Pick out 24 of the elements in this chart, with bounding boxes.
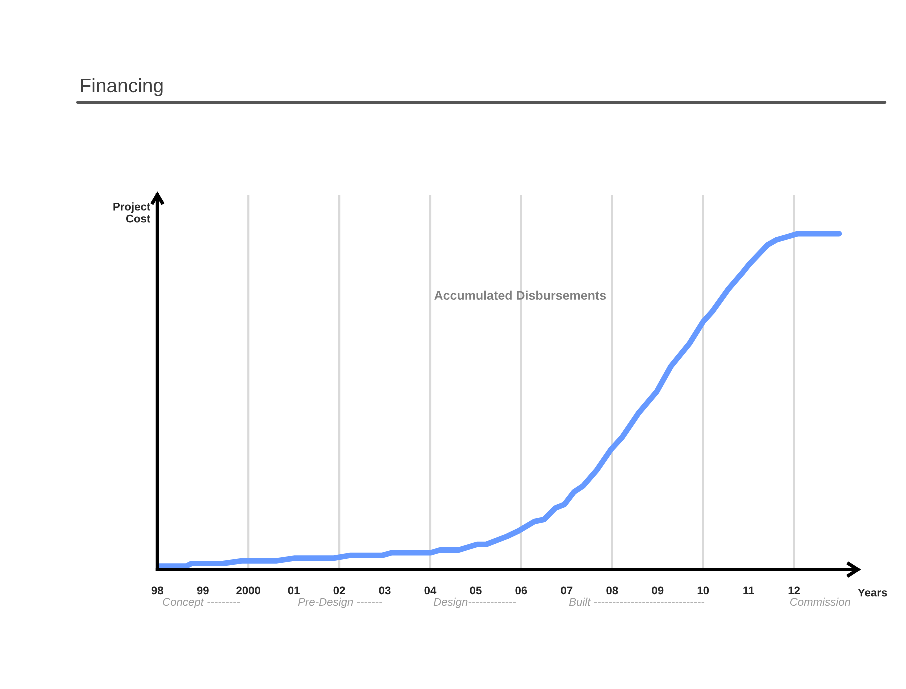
x-tick-label: 10 [698, 586, 710, 595]
text: Design------------- [434, 598, 516, 608]
x-tick-label: 08 [606, 586, 618, 595]
text: Built ------------------------------ [569, 598, 705, 606]
text: Commission [790, 598, 850, 606]
y-axis-title: Project Cost [114, 202, 151, 223]
x-tick-label: 06 [516, 586, 528, 595]
x-tick-label: 99 [197, 586, 209, 595]
x-tick-label: 12 [788, 586, 800, 595]
x-tick-label: 05 [470, 586, 482, 595]
x-tick-label: 2000 [236, 586, 260, 595]
text: Pre-Design ------- [298, 598, 382, 608]
chart-title: Financing [81, 78, 163, 96]
x-tick-label: 01 [288, 586, 300, 595]
x-tick-label: 09 [652, 586, 664, 595]
text: Concept --------- [163, 598, 240, 608]
text: Accumulated Disbursements [434, 290, 606, 300]
x-tick-label: 02 [334, 586, 346, 595]
x-tick-label: 11 [744, 586, 754, 595]
x-axis-title: Years [858, 588, 888, 597]
x-tick-label: 04 [424, 586, 437, 595]
x-tick-label: 98 [152, 586, 164, 595]
x-tick-label: 03 [379, 586, 391, 595]
x-tick-label: 07 [561, 586, 573, 595]
